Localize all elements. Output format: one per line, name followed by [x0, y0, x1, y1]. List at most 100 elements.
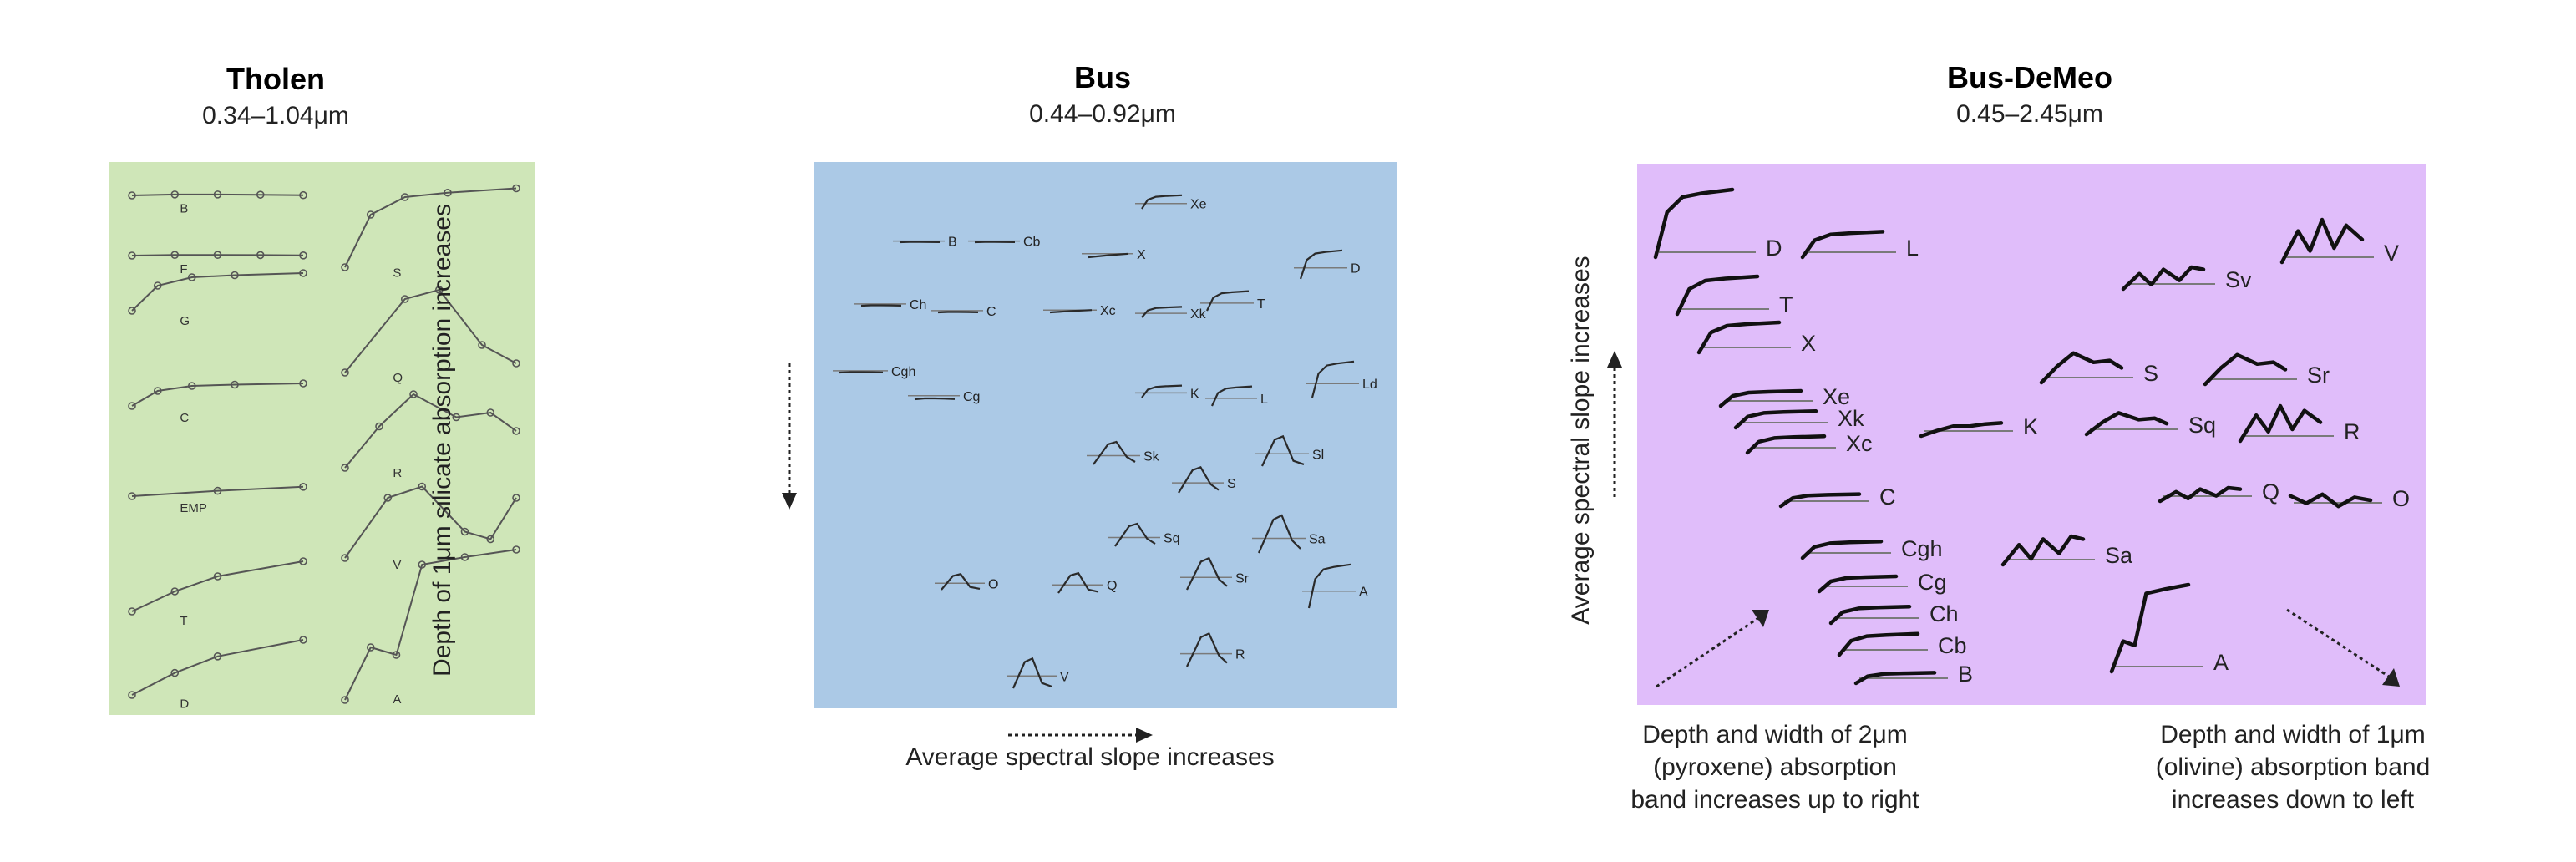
- tholen-spectrum-r: R: [341, 390, 520, 480]
- note-left-line-3: band increases up to right: [1630, 786, 1919, 814]
- busdemeo-spectrum-cg: Cg: [1817, 570, 1947, 595]
- tholen-label-g: G: [180, 314, 190, 328]
- busdemeo-spectrum-ch: Ch: [1828, 601, 1959, 626]
- tholen-spectrum-c: C: [128, 379, 307, 425]
- busdemeo-spectrum-sv: Sv: [2121, 265, 2252, 292]
- tholen-label-c: C: [180, 411, 189, 425]
- tholen-title: Tholen: [226, 62, 325, 96]
- bus-x-arrow: [1008, 728, 1153, 743]
- busdemeo-title: Bus-DeMeo: [1946, 60, 2113, 94]
- busdemeo-label-cb: Cb: [1938, 633, 1967, 658]
- tholen-label-q: Q: [393, 371, 403, 385]
- bus-spectrum-sr: Sr: [1180, 556, 1250, 591]
- busdemeo-spectrum-o: O: [2288, 486, 2410, 511]
- tholen-spectrum-f: F: [128, 251, 307, 276]
- busdemeo-y-arrow: [1607, 351, 1622, 497]
- busdemeo-label-cgh: Cgh: [1901, 536, 1943, 561]
- busdemeo-label-sq: Sq: [2188, 413, 2216, 438]
- bus-label-s: S: [1227, 477, 1236, 491]
- busdemeo-spectrum-a: A: [2109, 582, 2229, 675]
- note-right-line-2: (olivine) absorption band: [2155, 753, 2431, 781]
- busdemeo-spectrum-cgh: Cgh: [1800, 536, 1943, 561]
- busdemeo-label-d: D: [1766, 236, 1782, 261]
- note-left-line-1: Depth and width of 2μm: [1642, 721, 1908, 748]
- bus-spectrum-xk: Xk: [1135, 306, 1207, 322]
- bus-label-sq: Sq: [1164, 532, 1180, 546]
- busdemeo-label-s: S: [2143, 361, 2158, 386]
- bus-spectrum-q: Q: [1052, 571, 1117, 594]
- busdemeo-spectrum-v: V: [2279, 217, 2399, 266]
- tholen-spectrum-s: S: [341, 184, 520, 281]
- bus-spectra-plot: Xe B Cb X D Ch C Xc Xk T Cgh Cg K L Ld Sk S Sl Sq Sa O Q Sr A V R: [833, 194, 1377, 689]
- busdemeo-label-ch: Ch: [1929, 601, 1959, 626]
- bus-spectrum-sa: Sa: [1252, 514, 1326, 554]
- bus-spectrum-c: C: [931, 305, 996, 319]
- bus-spectrum-cg: Cg: [908, 390, 980, 404]
- bus-panel: Xe B Cb X D Ch C Xc Xk T Cgh Cg K L Ld Sk S Sl Sq Sa O Q Sr A V R: [814, 162, 1397, 708]
- busdemeo-spectrum-s: S: [2039, 351, 2158, 386]
- bus-label-cb: Cb: [1023, 236, 1041, 250]
- bus-spectrum-x: X: [1082, 248, 1146, 262]
- bus-spectrum-k: K: [1135, 384, 1199, 401]
- busdemeo-label-sv: Sv: [2225, 267, 2252, 292]
- bus-label-sk: Sk: [1143, 450, 1160, 464]
- bus-spectrum-ld: Ld: [1306, 360, 1377, 398]
- bus-label-o: O: [988, 577, 998, 591]
- busdemeo-label-v: V: [2384, 241, 2399, 266]
- bus-spectrum-sk: Sk: [1087, 440, 1160, 465]
- busdemeo-note-left: Depth and width of 2μm (pyroxene) absorp…: [1608, 718, 1942, 816]
- bus-spectrum-s: S: [1172, 466, 1236, 494]
- busdemeo-spectrum-xk: Xk: [1733, 406, 1864, 431]
- busdemeo-spectrum-cb: Cb: [1837, 631, 1967, 658]
- busdemeo-spectrum-sr: Sr: [2203, 352, 2330, 388]
- bus-label-ch: Ch: [910, 298, 926, 312]
- bus-label-l: L: [1260, 393, 1268, 407]
- busdemeo-label-xk: Xk: [1838, 406, 1864, 431]
- busdemeo-label-o: O: [2392, 486, 2410, 511]
- note-right-line-1: Depth and width of 1μm: [2160, 721, 2426, 748]
- busdemeo-spectrum-t: T: [1675, 274, 1793, 317]
- bus-spectrum-d: D: [1294, 249, 1361, 280]
- tholen-spectrum-t: T: [128, 557, 307, 628]
- busdemeo-label-xe: Xe: [1823, 384, 1850, 409]
- bus-label-c: C: [986, 305, 996, 319]
- bus-spectrum-cgh: Cgh: [833, 365, 915, 379]
- tholen-label-r: R: [393, 466, 402, 480]
- busdemeo-diag-arrow-left: [1656, 610, 1769, 688]
- busdemeo-label-sa: Sa: [2105, 543, 2133, 568]
- busdemeo-label-q: Q: [2262, 479, 2279, 505]
- bus-spectrum-l: L: [1205, 385, 1268, 407]
- tholen-label-emp: EMP: [180, 501, 207, 515]
- busdemeo-spectrum-b: B: [1853, 662, 1973, 687]
- bus-label-r: R: [1235, 648, 1245, 662]
- tholen-label-s: S: [393, 266, 401, 281]
- bus-spectrum-b: B: [893, 236, 957, 250]
- busdemeo-diag-arrow-right: [2286, 608, 2400, 687]
- tholen-label-f: F: [180, 262, 187, 276]
- tholen-spectra-plot: B F G C EMP T D S Q R V A: [128, 184, 520, 711]
- busdemeo-spectrum-xe: Xe: [1718, 384, 1850, 409]
- bus-spectrum-r: R: [1180, 631, 1245, 667]
- note-right-line-3: increases down to left: [2171, 786, 2415, 814]
- tholen-spectrum-q: Q: [341, 286, 520, 385]
- tholen-spectrum-b: B: [128, 190, 307, 216]
- busdemeo-spectrum-x: X: [1696, 320, 1816, 356]
- bus-label-cg: Cg: [963, 390, 980, 404]
- tholen-label-d: D: [180, 697, 189, 711]
- bus-spectrum-sl: Sl: [1255, 434, 1324, 467]
- tholen-label-v: V: [393, 558, 401, 572]
- busdemeo-note-right: Depth and width of 1μm (olivine) absorpt…: [2126, 718, 2460, 816]
- bus-label-ld: Ld: [1362, 378, 1377, 392]
- busdemeo-label-r: R: [2344, 419, 2360, 444]
- bus-label-cgh: Cgh: [891, 365, 915, 379]
- busdemeo-label-b: B: [1958, 662, 1973, 687]
- bus-spectrum-cb: Cb: [968, 236, 1041, 250]
- bus-label-q: Q: [1107, 579, 1117, 593]
- busdemeo-label-t: T: [1779, 292, 1793, 317]
- note-left-line-2: (pyroxene) absorption: [1653, 753, 1897, 781]
- bus-y-arrow: [782, 363, 797, 510]
- bus-x-axis-label: Average spectral slope increases: [905, 743, 1275, 771]
- bus-label-xc: Xc: [1100, 304, 1116, 318]
- bus-spectrum-ch: Ch: [854, 298, 926, 312]
